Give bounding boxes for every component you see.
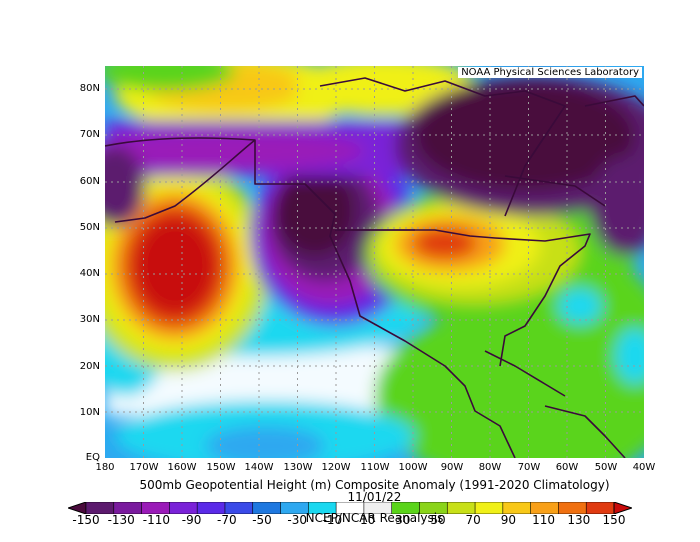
- lon-label: 100W: [398, 462, 428, 473]
- lat-label: 40N: [79, 268, 100, 279]
- lon-label: 130W: [283, 462, 313, 473]
- lon-label: 80W: [478, 462, 502, 473]
- colorbar-arrow-right: [613, 502, 632, 514]
- colorbar-source-label: NCEP/NCAR Reanalysis: [305, 511, 444, 525]
- lat-label: 50N: [79, 222, 100, 233]
- colorbar-tick-label: 30: [395, 513, 411, 527]
- lon-label: 90W: [440, 462, 464, 473]
- colorbar-tick-label: -70: [216, 513, 237, 527]
- lon-label: 70W: [517, 462, 541, 473]
- colorbar-tick-label: 90: [500, 513, 517, 527]
- colorbar-tick-label: 110: [532, 513, 556, 527]
- lon-label: 60W: [555, 462, 579, 473]
- lon-label: 140W: [244, 462, 274, 473]
- map-title: 500mb Geopotential Height (m) Composite …: [139, 478, 610, 492]
- lat-label: 70N: [79, 129, 100, 140]
- lat-label: 10N: [79, 407, 100, 418]
- colorbar-tick-label: 10: [359, 513, 376, 527]
- colorbar-tick-label: -50: [252, 513, 272, 527]
- colorbar: [68, 502, 632, 514]
- lat-label: 30N: [79, 314, 100, 325]
- colorbar-tick-label: -10: [322, 513, 343, 527]
- colorbar-tick-label: 50: [430, 513, 446, 527]
- lat-label: 60N: [79, 176, 100, 187]
- colorbar-tick-label: -90: [181, 513, 202, 527]
- psl-credit: NOAA Physical Sciences Laboratory: [458, 67, 642, 78]
- lat-label: EQ: [85, 452, 100, 463]
- lon-label: 160W: [167, 462, 197, 473]
- colorbar-tick-label: -30: [287, 513, 307, 527]
- coastlines: [105, 77, 644, 458]
- lon-label: 40W: [632, 462, 656, 473]
- lon-label: 110W: [360, 462, 390, 473]
- lon-label: 50W: [594, 462, 618, 473]
- lon-label: 170W: [129, 462, 159, 473]
- lat-label: 80N: [79, 83, 100, 94]
- lon-label: 120W: [321, 462, 351, 473]
- map-date: 11/01/22: [347, 490, 402, 504]
- colorbar-tick-label: -110: [142, 513, 170, 527]
- colorbar-tick-label: -150: [72, 513, 100, 527]
- lon-label: 180: [95, 462, 115, 473]
- colorbar-tick-label: 70: [465, 513, 481, 527]
- colorbar-tick-label: 130: [567, 513, 591, 527]
- lat-label: 20N: [79, 361, 100, 372]
- anomaly-shading: [105, 66, 644, 458]
- anomaly-map: [105, 66, 644, 458]
- colorbar-tick-label: -130: [107, 513, 135, 527]
- colorbar-tick-label: 150: [602, 513, 626, 527]
- lon-label: 150W: [206, 462, 236, 473]
- map-panel: [105, 66, 644, 458]
